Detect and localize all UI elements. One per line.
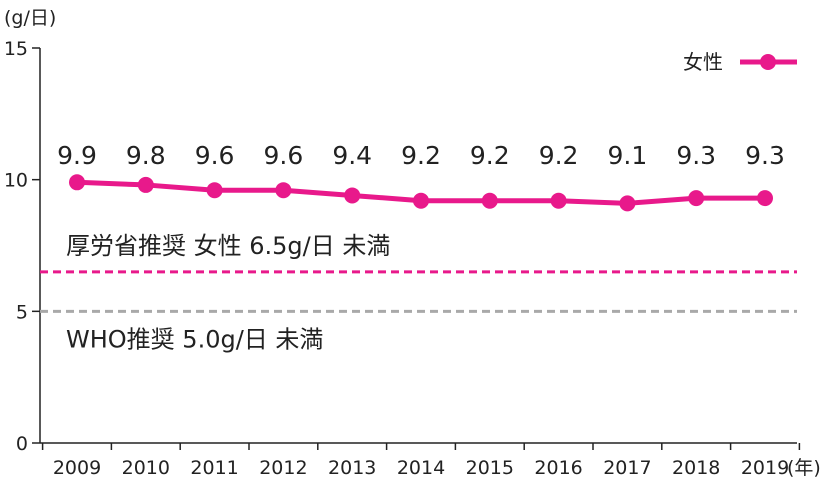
data-label: 9.9 — [57, 141, 97, 170]
legend-marker-swatch — [760, 54, 776, 70]
data-label: 9.8 — [126, 141, 166, 170]
x-tick-label: 2018 — [672, 457, 720, 479]
x-tick-label: 2010 — [122, 457, 170, 479]
x-tick-label: 2019 — [741, 457, 789, 479]
data-label: 9.2 — [470, 141, 510, 170]
data-point — [275, 182, 292, 199]
data-point — [481, 192, 498, 209]
data-point — [69, 174, 85, 191]
x-tick-label: 2011 — [190, 457, 238, 479]
data-point — [206, 182, 223, 199]
x-axis-unit-label: (年) — [787, 457, 821, 479]
legend: 女性 — [683, 50, 797, 74]
x-tick-label: 2014 — [397, 457, 445, 479]
legend-label: 女性 — [683, 50, 723, 74]
data-point — [619, 195, 636, 212]
reference-line-label: 厚労省推奨 女性 6.5g/日 未満 — [66, 232, 390, 260]
data-point — [413, 192, 429, 209]
data-label: 9.2 — [539, 141, 579, 170]
data-label: 9.2 — [401, 141, 441, 170]
data-label: 9.3 — [745, 141, 785, 170]
y-tick-label: 0 — [16, 433, 28, 455]
x-tick-label: 2012 — [259, 457, 307, 479]
x-tick-label: 2017 — [603, 457, 651, 479]
data-label: 9.3 — [676, 141, 716, 170]
x-tick-label: 2009 — [53, 457, 101, 479]
y-tick-label: 15 — [4, 38, 28, 60]
data-label: 9.6 — [264, 141, 304, 170]
data-label: 9.4 — [332, 141, 372, 170]
y-tick-label: 10 — [4, 170, 28, 192]
data-point — [137, 176, 154, 193]
data-label: 9.1 — [608, 141, 648, 170]
x-tick-label: 2015 — [466, 457, 514, 479]
data-label: 9.6 — [195, 141, 235, 170]
y-tick-label: 5 — [16, 301, 28, 323]
data-point — [688, 190, 705, 207]
data-point — [550, 192, 567, 209]
reference-line-label: WHO推奨 5.0g/日 未満 — [66, 325, 323, 353]
y-axis-unit-label: (g/日) — [4, 7, 56, 29]
x-tick-label: 2016 — [534, 457, 582, 479]
data-point — [757, 190, 773, 207]
data-point — [344, 187, 361, 204]
x-tick-label: 2013 — [328, 457, 376, 479]
